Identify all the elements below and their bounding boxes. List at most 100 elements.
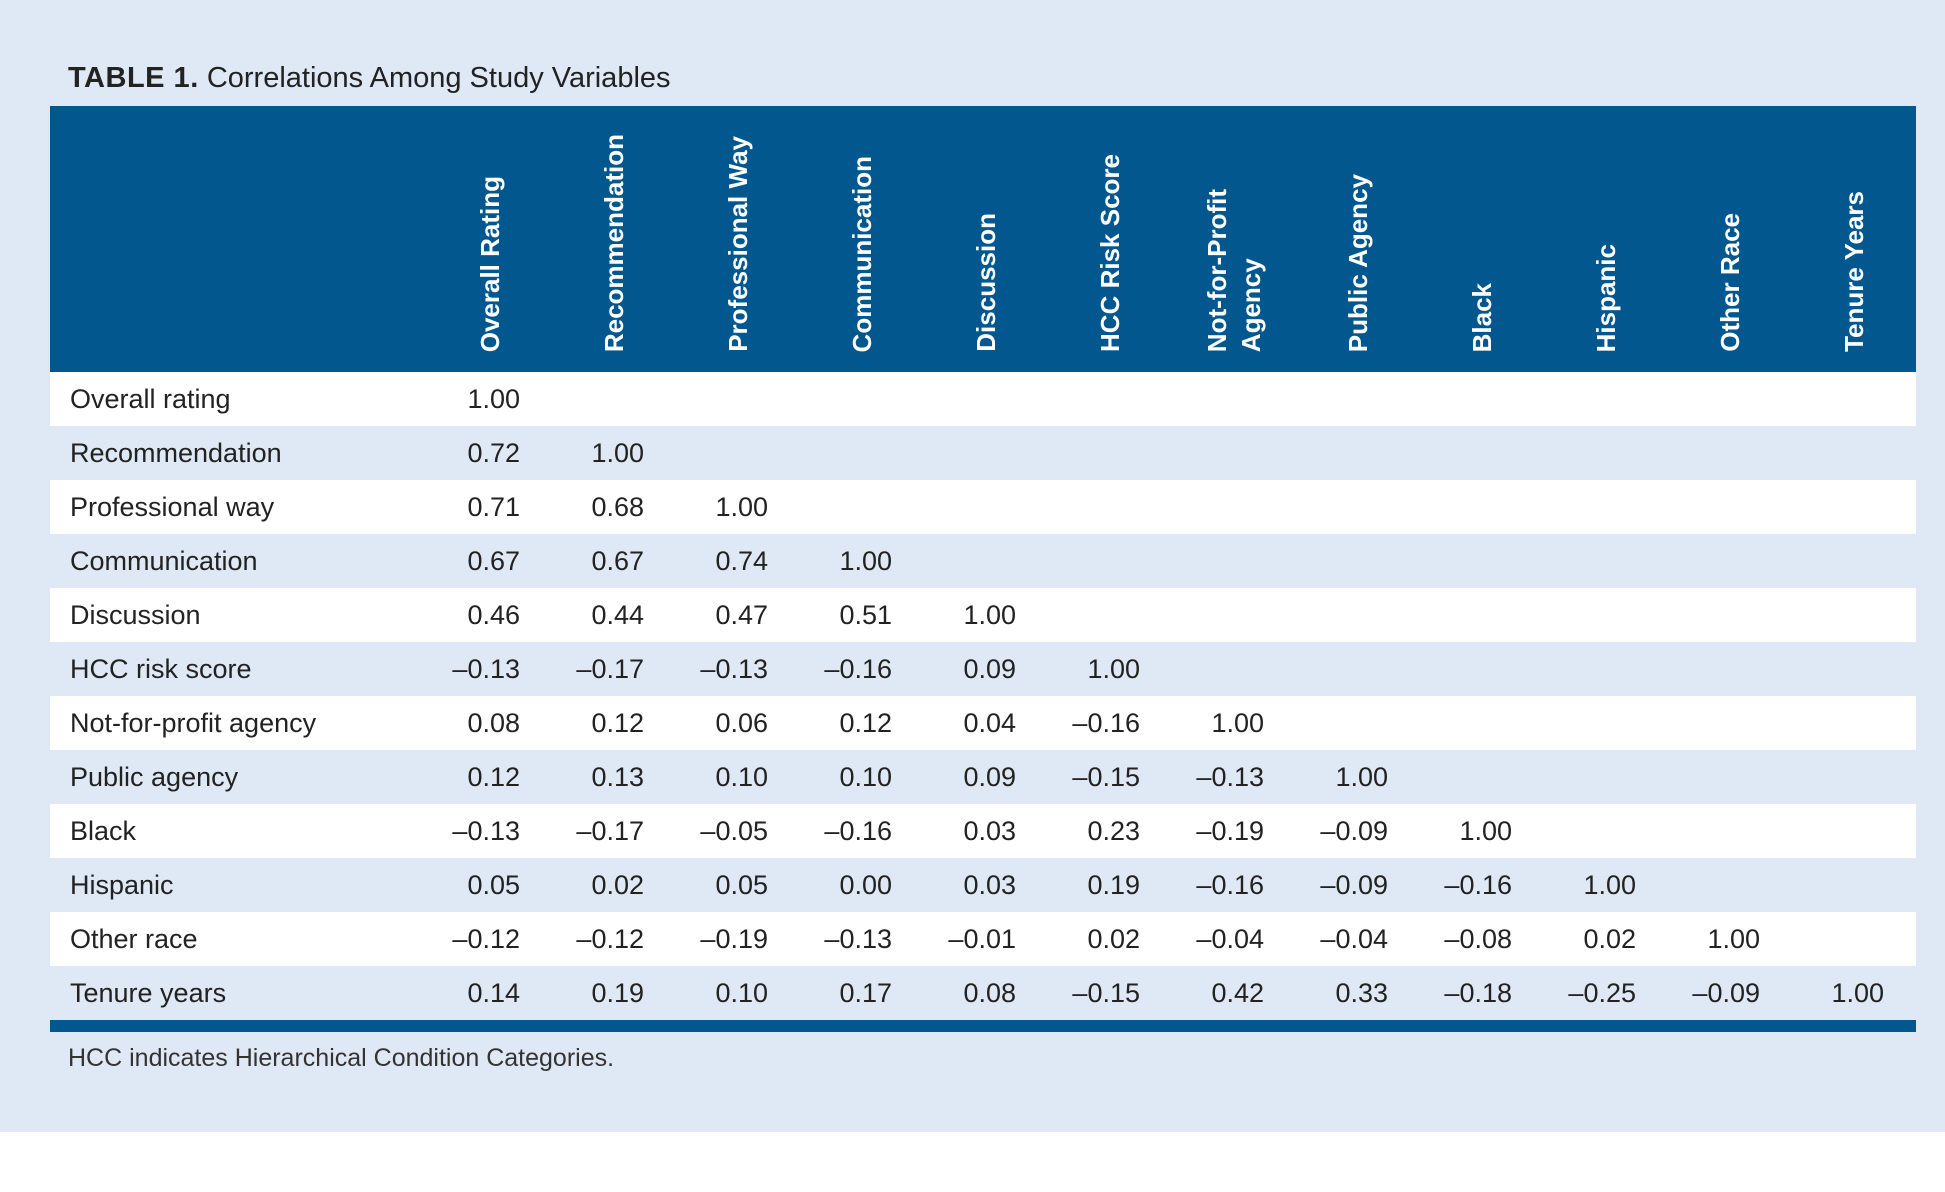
table-cell [1544, 426, 1668, 480]
table-cell [1668, 804, 1792, 858]
table-cell: 0.12 [800, 696, 924, 750]
table-cell: 0.03 [924, 804, 1048, 858]
table-cell [1296, 372, 1420, 426]
table-row: Black –0.13 –0.17 –0.05 –0.16 0.03 0.23 –0.19 –0… [50, 804, 1916, 858]
table-row: Overall rating 1.00 [50, 372, 1916, 426]
table-cell [1544, 642, 1668, 696]
column-header-label: Tenure Years [1839, 191, 1869, 352]
table-cell [1792, 534, 1916, 588]
table-cell: 0.33 [1296, 966, 1420, 1032]
table-cell: –0.12 [428, 912, 552, 966]
row-label: Communication [50, 534, 428, 588]
table-cell: –0.18 [1420, 966, 1544, 1032]
header-corner [50, 106, 428, 372]
table-cell [1792, 588, 1916, 642]
table-cell: 0.67 [428, 534, 552, 588]
table-cell: 0.51 [800, 588, 924, 642]
row-label: Hispanic [50, 858, 428, 912]
table-row: Discussion 0.46 0.44 0.47 0.51 1.00 [50, 588, 1916, 642]
table-cell [1296, 696, 1420, 750]
table-footnote: HCC indicates Hierarchical Condition Cat… [68, 1044, 615, 1072]
table-cell [1668, 480, 1792, 534]
table-cell [1296, 534, 1420, 588]
table-cell: 0.02 [1048, 912, 1172, 966]
table-cell [552, 372, 676, 426]
table-caption: TABLE 1. Correlations Among Study Variab… [68, 62, 671, 95]
table-cell [1296, 426, 1420, 480]
column-header: Hispanic [1544, 106, 1668, 372]
table-cell [1792, 426, 1916, 480]
table-cell: –0.08 [1420, 912, 1544, 966]
table-cell [1668, 858, 1792, 912]
table-cell [1792, 696, 1916, 750]
table-cell: –0.17 [552, 804, 676, 858]
row-label: Professional way [50, 480, 428, 534]
table-cell: 0.00 [800, 858, 924, 912]
table-row: Not-for-profit agency 0.08 0.12 0.06 0.12 0.0… [50, 696, 1916, 750]
table-cell [924, 372, 1048, 426]
row-label: Recommendation [50, 426, 428, 480]
row-label: Overall rating [50, 372, 428, 426]
table-cell: 0.19 [1048, 858, 1172, 912]
column-header-label: Other Race [1715, 213, 1745, 352]
table-cell [1296, 480, 1420, 534]
table-cell: 0.10 [800, 750, 924, 804]
table-cell: –0.13 [428, 642, 552, 696]
row-label: Public agency [50, 750, 428, 804]
table-cell [1668, 750, 1792, 804]
column-header-label: Discussion [971, 213, 1001, 352]
table-row: Tenure years 0.14 0.19 0.10 0.17 0.08 –0.15 0.4… [50, 966, 1916, 1032]
column-header: Tenure Years [1792, 106, 1916, 372]
table-cell: –0.16 [1172, 858, 1296, 912]
table-cell [1420, 750, 1544, 804]
table-cell: –0.15 [1048, 750, 1172, 804]
table-cell [676, 372, 800, 426]
table-cell [1668, 642, 1792, 696]
table-row: HCC risk score –0.13 –0.17 –0.13 –0.16 0.09 1.… [50, 642, 1916, 696]
table-cell [1296, 588, 1420, 642]
table-cell: 0.08 [924, 966, 1048, 1032]
table-cell: 1.00 [552, 426, 676, 480]
table-cell [1172, 534, 1296, 588]
table-cell: 0.44 [552, 588, 676, 642]
table-cell: 0.10 [676, 966, 800, 1032]
table-cell [1048, 372, 1172, 426]
table-cell: –0.15 [1048, 966, 1172, 1032]
table-cell [1544, 534, 1668, 588]
table-cell: 0.05 [676, 858, 800, 912]
table-cell: –0.16 [1420, 858, 1544, 912]
table-cell: –0.01 [924, 912, 1048, 966]
table-cell [1544, 588, 1668, 642]
table-cell: –0.09 [1296, 858, 1420, 912]
column-header-label: Black [1467, 282, 1497, 352]
column-header-label: Hispanic [1591, 243, 1621, 352]
table-cell [924, 534, 1048, 588]
table-cell [924, 480, 1048, 534]
table-number: TABLE 1. [68, 62, 199, 94]
table-cell [1420, 534, 1544, 588]
table-cell [1048, 426, 1172, 480]
table-cell: 0.12 [428, 750, 552, 804]
table-cell [1172, 480, 1296, 534]
table-cell: 0.19 [552, 966, 676, 1032]
table-cell: –0.19 [1172, 804, 1296, 858]
table-cell [800, 480, 924, 534]
table-cell [1420, 588, 1544, 642]
table-cell: 0.09 [924, 642, 1048, 696]
table-cell: 0.04 [924, 696, 1048, 750]
table-cell [1420, 480, 1544, 534]
table-cell: 0.46 [428, 588, 552, 642]
table-cell: –0.19 [676, 912, 800, 966]
column-header: Other Race [1668, 106, 1792, 372]
table-cell [1792, 750, 1916, 804]
table-cell [1668, 588, 1792, 642]
table-cell: 0.23 [1048, 804, 1172, 858]
column-header: Overall Rating [428, 106, 552, 372]
table-cell: –0.09 [1296, 804, 1420, 858]
table-cell [1668, 426, 1792, 480]
table-cell: –0.17 [552, 642, 676, 696]
column-header-label: Recommendation [599, 133, 629, 352]
table-cell: 0.47 [676, 588, 800, 642]
table-cell: –0.25 [1544, 966, 1668, 1032]
table-cell: 1.00 [924, 588, 1048, 642]
